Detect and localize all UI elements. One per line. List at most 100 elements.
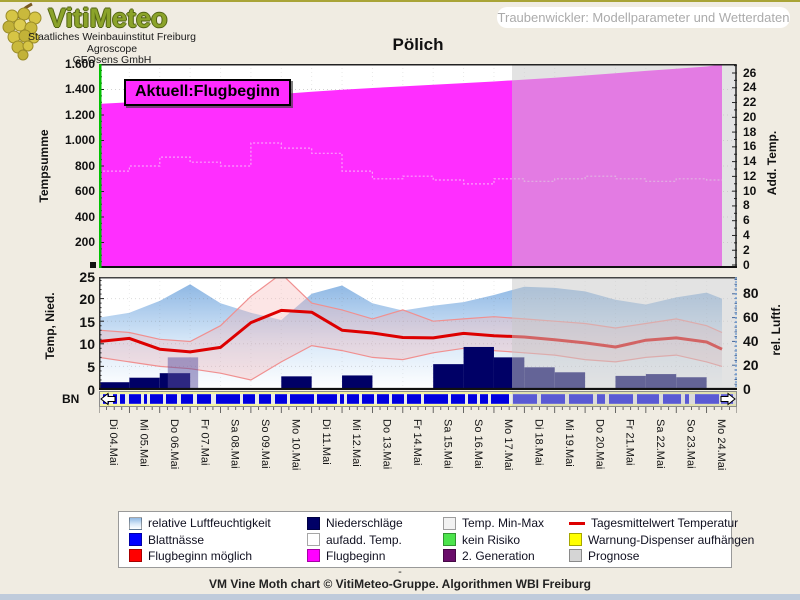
date-label: Do 20.Mai — [593, 419, 606, 470]
legend-item: 2. Generation — [443, 549, 569, 563]
axis-tick-label: 20 — [743, 109, 757, 124]
x-axis-tick-ruler — [99, 407, 737, 413]
axis-tick-label: 8 — [743, 198, 750, 213]
axis-tick-label: 25 — [79, 268, 95, 285]
org-line-1: Staatliches Weinbauinstitut Freiburg — [28, 31, 196, 43]
model-parameters-button[interactable]: Traubenwickler: Modellparameter und Wett… — [497, 7, 790, 28]
axis-tick-label: 6 — [743, 213, 750, 228]
axis-tick-label: 1.600 — [64, 56, 95, 71]
legend-color-swatch — [443, 533, 456, 546]
legend-item: Flugbeginn möglich — [129, 549, 307, 563]
axis-tick-label: 0 — [743, 380, 751, 397]
leaf-wetness-row-label: BN — [62, 392, 80, 406]
date-label: Di 18.Mai — [532, 419, 545, 466]
legend-color-swatch — [569, 533, 582, 546]
axis-tick-label: 800 — [74, 158, 95, 173]
weather-chart — [99, 277, 737, 390]
legend-color-swatch — [307, 516, 320, 530]
date-label: Fr 21.Mai — [623, 419, 636, 466]
lower-right-tick-labels: 0 20 40 60 80 — [743, 277, 777, 396]
axis-tick-label: 15 — [79, 313, 95, 330]
date-label: Mi 19.Mai — [562, 419, 575, 467]
scroll-right-arrow-icon[interactable] — [720, 392, 736, 406]
axis-tick-label: 0 — [87, 381, 95, 398]
legend-item: Tagesmittelwert Temperatur — [569, 516, 754, 530]
legend-line-swatch — [569, 517, 585, 530]
date-label: Mo 17.Mai — [502, 419, 515, 471]
current-status-annotation: Aktuell:Flugbeginn — [124, 79, 291, 106]
legend-label: aufadd. Temp. — [326, 532, 402, 547]
legend-item: kein Risiko — [443, 533, 569, 547]
legend-color-swatch — [129, 533, 142, 546]
logo-part-viti: Viti — [48, 3, 90, 33]
legend-color-swatch — [129, 549, 142, 563]
axis-tick-label: 26 — [743, 65, 757, 80]
legend-label: Prognose — [588, 548, 640, 563]
footer-credit: VM Vine Moth chart © VitiMeteo-Gruppe. A… — [209, 577, 591, 591]
axis-tick-label: 2 — [743, 242, 750, 257]
legend-item: aufadd. Temp. — [307, 533, 443, 547]
legend-label: 2. Generation — [462, 548, 535, 563]
date-label: Mo 24.Mai — [714, 419, 727, 471]
axis-handle-marker — [90, 262, 96, 268]
top-accent-line — [0, 0, 800, 2]
legend-color-swatch — [443, 516, 456, 530]
axis-tick-label: 22 — [743, 95, 757, 109]
date-label: Do 13.Mai — [380, 419, 393, 470]
upper-right-tick-labels: 0 2 4 6 8 10 12 14 16 18 20 22 24 26 — [743, 64, 773, 272]
axis-tick-label: 1.400 — [64, 82, 95, 96]
axis-tick-label: 16 — [743, 139, 757, 154]
legend-color-swatch — [307, 533, 320, 546]
axis-tick-label: 40 — [743, 332, 759, 349]
date-label: Di 11.Mai — [319, 419, 332, 465]
date-label: Di 04.Mai — [107, 419, 120, 466]
legend-color-swatch — [307, 549, 320, 563]
legend-item: relative Luftfeuchtigkeit — [129, 516, 307, 530]
lower-left-tick-labels: 0 5 10 15 20 25 — [40, 269, 95, 398]
axis-tick-label: 10 — [79, 336, 95, 353]
date-label: Sa 15.Mai — [441, 419, 454, 469]
legend-color-swatch — [569, 549, 582, 563]
legend-label: Flugbeginn — [326, 548, 386, 563]
legend-label: Tagesmittelwert Temperatur — [591, 516, 739, 531]
axis-tick-label: 20 — [743, 356, 759, 373]
leaf-wetness-strip — [99, 391, 737, 407]
axis-tick-label: 600 — [74, 184, 95, 198]
axis-tick-label: 1.000 — [64, 133, 95, 147]
scroll-left-arrow-icon[interactable] — [100, 392, 116, 406]
legend-label: Temp. Min-Max — [462, 516, 545, 531]
legend-label: kein Risiko — [462, 532, 521, 547]
axis-tick-label: 12 — [743, 168, 757, 183]
org-line-3: GEOsens GmbH — [72, 54, 152, 66]
logo-part-meteo: Meteo — [89, 3, 168, 33]
legend-item: Temp. Min-Max — [443, 516, 569, 530]
axis-tick-label: 5 — [87, 358, 95, 375]
chart-legend: relative Luftfeuchtigkeit Niederschläge Te… — [118, 511, 754, 568]
legend-label: relative Luftfeuchtigkeit — [148, 516, 271, 531]
axis-tick-label: 60 — [743, 309, 759, 326]
axis-tick-label: 18 — [743, 124, 757, 139]
axis-tick-label: 10 — [743, 183, 757, 198]
org-line-2: Agroscope — [86, 42, 138, 55]
station-title: Pölich — [392, 35, 444, 54]
date-label: Fr 07.Mai — [198, 419, 211, 466]
date-label: Sa 22.Mai — [654, 419, 666, 469]
legend-item: Flugbeginn — [307, 549, 443, 563]
axis-tick-label: 20 — [79, 291, 95, 308]
axis-tick-label: 0 — [743, 257, 750, 272]
legend-item: Niederschläge — [307, 516, 443, 530]
grape-logo-icon — [2, 2, 42, 61]
date-label: So 16.Mai — [471, 419, 484, 469]
legend-item: Prognose — [569, 549, 754, 563]
axis-tick-label: 1.200 — [64, 107, 95, 122]
footer-dash: - — [398, 566, 402, 578]
axis-tick-label: 200 — [74, 235, 95, 249]
x-axis-date-labels: Di 04.Mai Mi 05.Mai Do 06.Mai Fr 07.Mai Sa 0… — [99, 419, 737, 501]
date-label: Mi 05.Mai — [137, 419, 150, 467]
bottom-status-bar — [0, 594, 800, 600]
legend-color-swatch — [129, 516, 142, 530]
axis-tick-label: 80 — [743, 285, 759, 302]
legend-item: Blattnässe — [129, 533, 307, 547]
organization-lines: Staatliches Weinbauinstitut Freiburg Agr… — [26, 31, 198, 67]
